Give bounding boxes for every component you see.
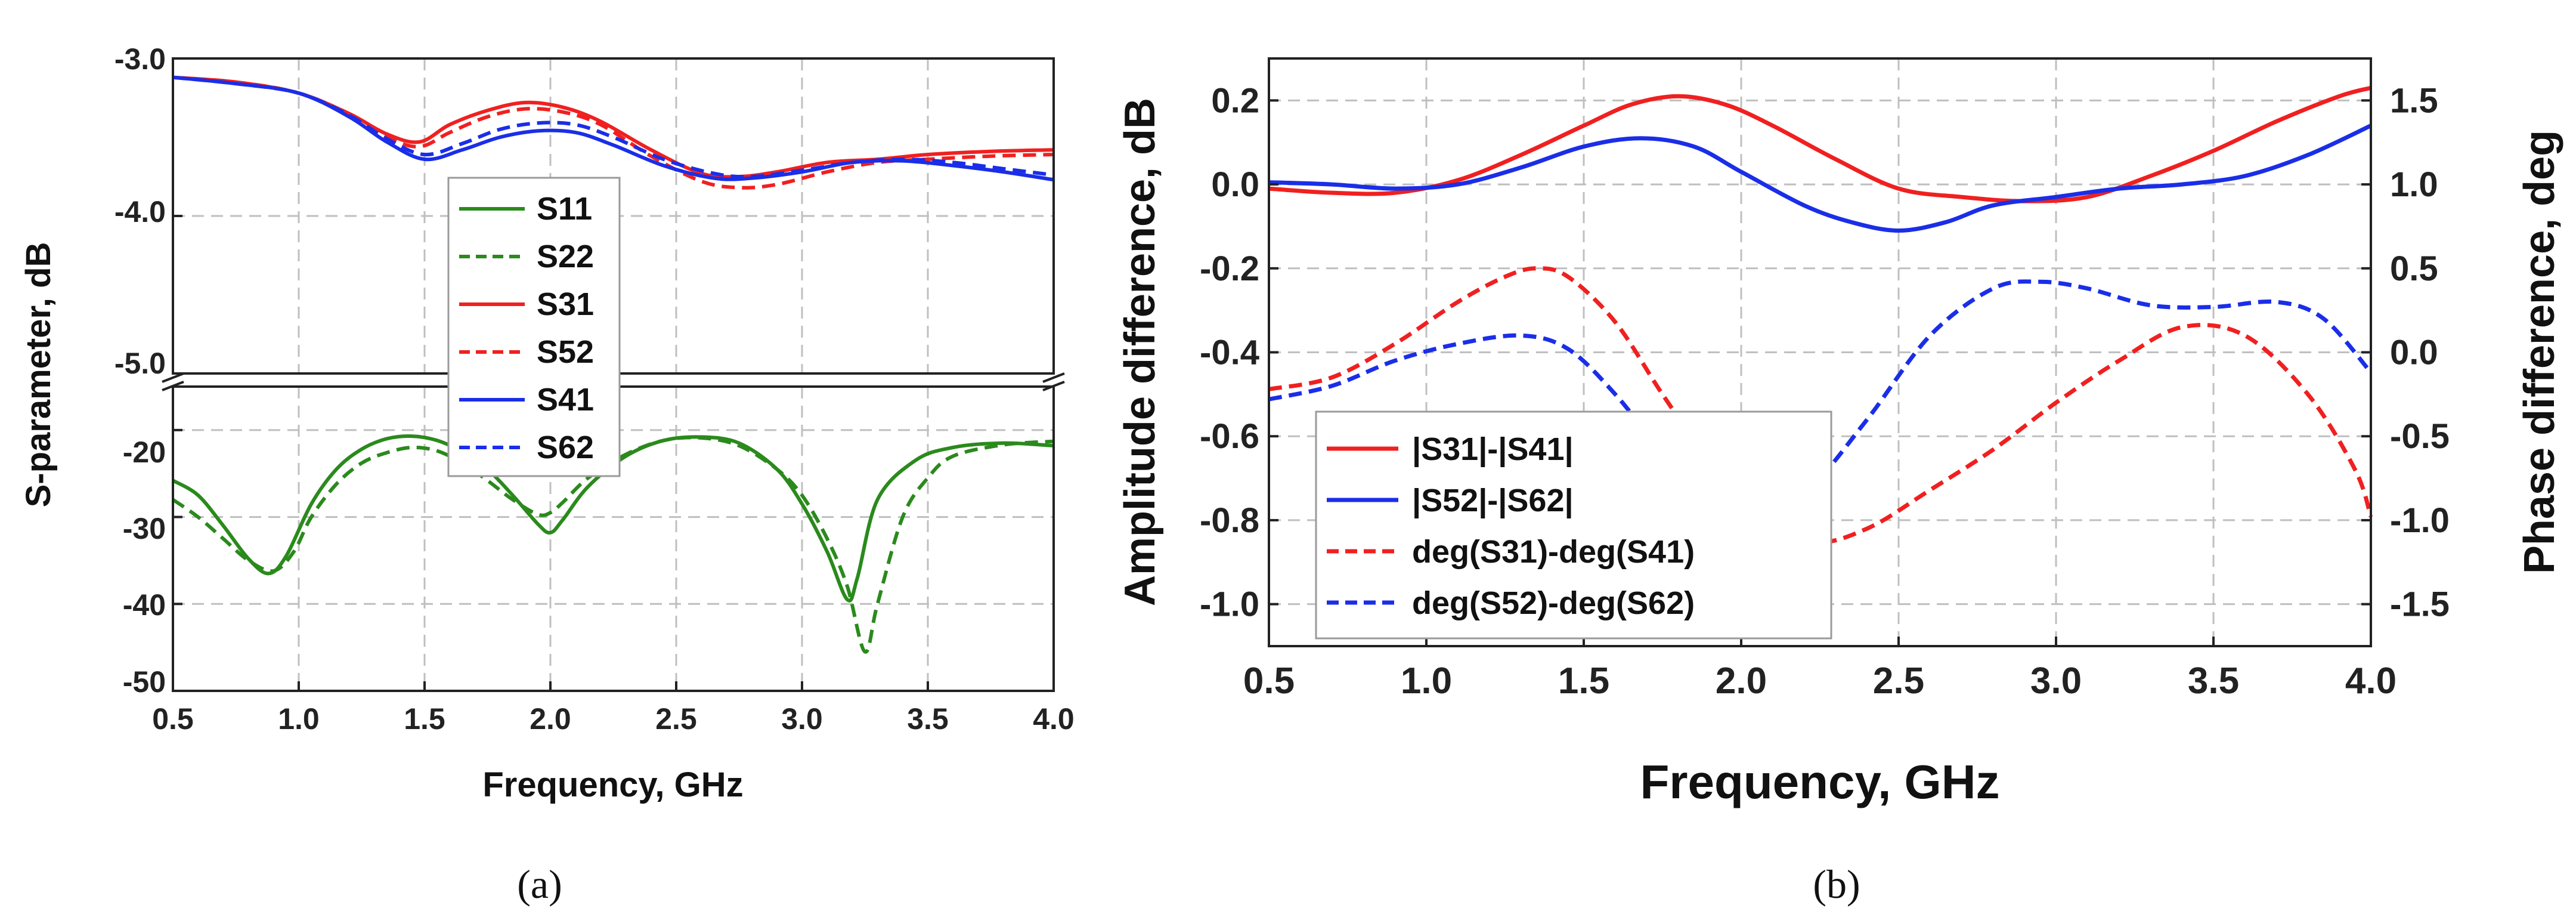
chart-a-axis-break-left <box>162 372 184 391</box>
chart-b-xtick-label: 0.5 <box>1243 660 1295 702</box>
chart-b-xtick-label: 2.0 <box>1716 660 1767 702</box>
legend-label-s41: S41 <box>537 382 594 418</box>
legend-label-s62: S62 <box>537 430 594 465</box>
chart-b-ytick-label: 0.2 <box>1211 81 1259 120</box>
chart-a-xtick-label: 0.5 <box>152 702 194 736</box>
chart-a-ytick-lower-3: -50 <box>123 665 166 699</box>
chart-a-ylabel: S-parameter, dB <box>19 242 58 508</box>
chart-b: 0.2 0.0 -0.2 -0.4 -0.6 -0.8 -1.0 1.5 1.0 0.5 0.0 -… <box>1116 57 2563 907</box>
series-line-s62 <box>172 75 1054 179</box>
chart-b-xtick-label: 3.5 <box>2188 660 2239 702</box>
chart-b-ticks <box>1268 99 2372 646</box>
chart-a-ytick-upper-2: -5.0 <box>114 347 166 380</box>
chart-a-xtick-label: 3.0 <box>781 702 823 736</box>
chart-b-ylabel: Amplitude difference, dB <box>1116 98 1164 606</box>
chart-a: -3.0 -4.0 -5.0 -20 -30 -40 -50 0.5 1.0 1.5… <box>19 42 1075 907</box>
chart-b-y2tick-label: 1.5 <box>2390 81 2438 120</box>
chart-b-ytick-label: -0.4 <box>1200 334 1259 372</box>
chart-b-xtick-label: 4.0 <box>2345 660 2397 702</box>
chart-b-y2label: Phase difference, deg <box>2516 130 2563 574</box>
chart-b-xtick-label: 1.5 <box>1558 660 1609 702</box>
legend-b-label-1: |S52|-|S62| <box>1412 483 1574 519</box>
chart-b-ytick-label: -0.8 <box>1200 501 1259 540</box>
chart-b-y2tick-label: -1.5 <box>2390 585 2450 624</box>
legend-b-label-3: deg(S52)-deg(S62) <box>1412 585 1695 621</box>
chart-b-xtick-label: 3.0 <box>2030 660 2082 702</box>
chart-a-axis-break-right <box>1042 372 1065 391</box>
chart-a-xtick-label: 4.0 <box>1033 702 1075 736</box>
chart-b-y2tick-label: -0.5 <box>2390 417 2450 456</box>
chart-a-ytick-upper-1: -4.0 <box>114 195 166 229</box>
chart-a-xtick-label: 1.0 <box>278 702 320 736</box>
series-line-s22 <box>172 436 1054 654</box>
chart-a-panel-label: (a) <box>517 861 562 907</box>
series-line-b-1 <box>1268 123 2372 233</box>
series-line-b-0 <box>1268 85 2371 203</box>
chart-a-xtick-label: 2.5 <box>655 702 697 736</box>
chart-b-y2tick-label: -1.0 <box>2390 501 2450 540</box>
chart-a-ytick-lower-0: -20 <box>123 436 166 469</box>
chart-b-ytick-label: -0.6 <box>1200 417 1259 456</box>
chart-b-xlabel: Frequency, GHz <box>1640 755 1999 808</box>
chart-b-y2tick-label: 0.0 <box>2390 334 2438 372</box>
chart-a-legend: S11 S22 S31 S52 S41 S62 <box>447 177 621 477</box>
legend-label-s22: S22 <box>537 239 594 274</box>
series-line-s11 <box>172 434 1054 603</box>
chart-b-y2tick-label: 1.0 <box>2390 165 2438 204</box>
chart-b-ytick-label: 0.0 <box>1211 165 1259 204</box>
legend-b-label-0: |S31|-|S41| <box>1412 431 1574 468</box>
chart-b-ytick-label: -1.0 <box>1200 585 1259 624</box>
chart-a-xtick-label: 1.5 <box>404 702 445 736</box>
legend-label-s52: S52 <box>537 334 594 370</box>
chart-b-xtick-label: 2.5 <box>1873 660 1924 702</box>
chart-a-series <box>172 75 1054 654</box>
legend-b-label-2: deg(S31)-deg(S41) <box>1412 534 1695 570</box>
chart-b-ytick-label: -0.2 <box>1200 249 1259 288</box>
legend-label-s11: S11 <box>537 191 592 227</box>
chart-a-ytick-lower-2: -40 <box>123 588 166 622</box>
chart-a-ticks <box>172 57 1055 692</box>
chart-a-xtick-label: 3.5 <box>907 702 949 736</box>
chart-b-legend: |S31|-|S41| |S52|-|S62| deg(S31)-deg(S41) d… <box>1315 410 1832 640</box>
chart-a-ytick-lower-1: -30 <box>123 512 166 545</box>
chart-b-xtick-label: 1.0 <box>1401 660 1452 702</box>
chart-b-y2tick-label: 0.5 <box>2390 249 2438 288</box>
chart-a-xlabel: Frequency, GHz <box>482 765 743 804</box>
chart-b-panel-label: (b) <box>1813 861 1860 907</box>
chart-a-xtick-label: 2.0 <box>530 702 571 736</box>
chart-a-ytick-upper-0: -3.0 <box>114 42 166 76</box>
legend-label-s31: S31 <box>537 286 594 322</box>
